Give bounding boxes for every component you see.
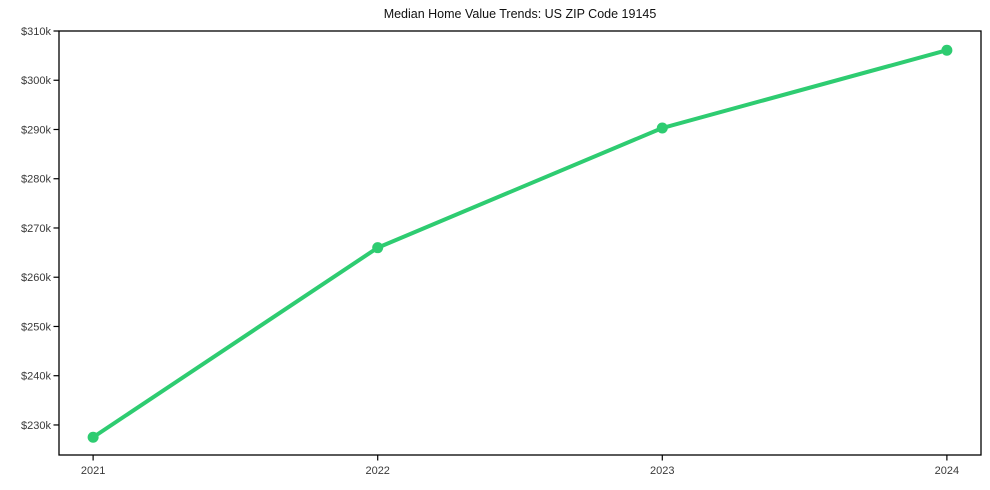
y-tick-label: $260k xyxy=(21,272,51,284)
y-tick-label: $240k xyxy=(21,371,51,383)
data-point xyxy=(372,242,384,254)
y-tick-label: $230k xyxy=(21,420,51,432)
data-point xyxy=(87,431,99,443)
x-tick-label: 2021 xyxy=(81,465,105,477)
x-tick-label: 2023 xyxy=(650,465,674,477)
y-tick-label: $300k xyxy=(21,75,51,87)
trend-line xyxy=(91,48,949,440)
plot-border xyxy=(58,30,982,456)
chart-title: Median Home Value Trends: US ZIP Code 19… xyxy=(383,7,657,21)
x-tick-label: 2024 xyxy=(935,465,959,477)
data-point xyxy=(941,44,953,56)
data-point xyxy=(656,122,668,134)
x-tick-label: 2022 xyxy=(365,465,389,477)
y-tick-label: $270k xyxy=(21,223,51,235)
y-tick-label: $290k xyxy=(21,124,51,136)
y-tick-label: $310k xyxy=(21,26,51,38)
y-tick-label: $250k xyxy=(21,321,51,333)
y-tick-label: $280k xyxy=(21,174,51,186)
